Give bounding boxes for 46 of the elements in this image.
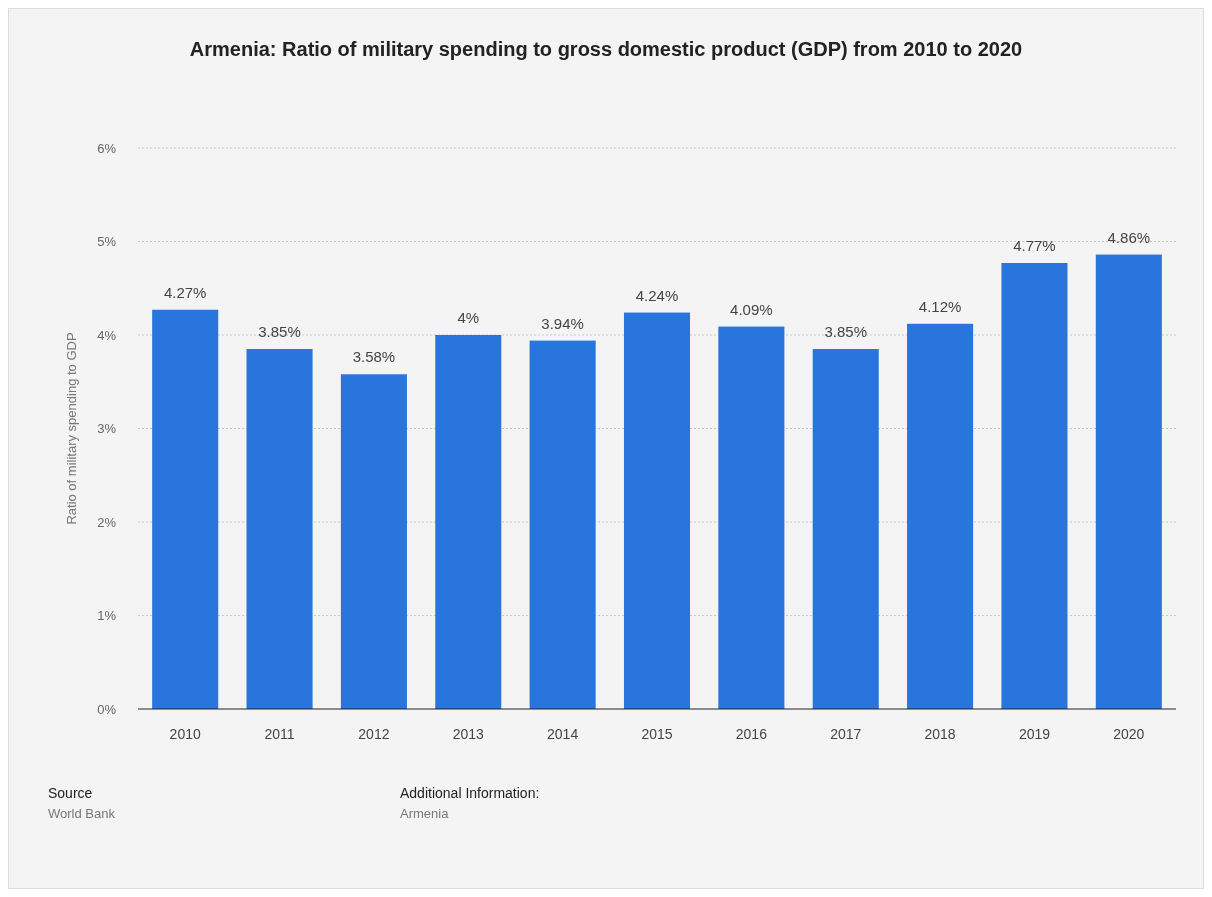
data-label: 4.86% bbox=[1107, 228, 1151, 246]
x-tick-label: 2017 bbox=[830, 726, 862, 742]
y-tick-label: 5% bbox=[97, 234, 117, 250]
bar bbox=[529, 340, 596, 709]
x-tick-label: 2012 bbox=[358, 726, 390, 742]
data-label: 3.85% bbox=[824, 323, 867, 341]
bar bbox=[812, 349, 879, 709]
bar bbox=[1095, 254, 1162, 709]
bar bbox=[435, 335, 502, 709]
y-tick-label: 6% bbox=[97, 140, 117, 156]
data-label: 4.24% bbox=[635, 286, 679, 304]
bar bbox=[718, 326, 785, 709]
x-tick-label: 2020 bbox=[1113, 726, 1145, 742]
data-label: 3.94% bbox=[541, 314, 584, 332]
y-tick-label: 4% bbox=[97, 327, 117, 343]
x-tick-label: 2014 bbox=[547, 726, 579, 742]
chart-title: Armenia: Ratio of military spending to gross domestic product (GDP) from 2010 to 2020 bbox=[189, 38, 1023, 60]
x-tick-label: 2015 bbox=[641, 726, 673, 742]
bar bbox=[907, 323, 974, 709]
bar bbox=[340, 374, 407, 709]
y-tick-label: 1% bbox=[97, 608, 117, 624]
data-label: 4.27% bbox=[163, 283, 207, 301]
data-label: 4.12% bbox=[918, 297, 962, 315]
text: Armenia bbox=[400, 806, 450, 821]
data-label: 4.77% bbox=[1013, 237, 1056, 255]
data-label: 3.58% bbox=[352, 348, 396, 366]
bar bbox=[623, 312, 691, 709]
y-tick-label: 3% bbox=[97, 421, 117, 437]
bar bbox=[152, 309, 219, 709]
text: Source bbox=[48, 785, 93, 801]
text: World Bank bbox=[48, 806, 116, 821]
x-tick-label: 2016 bbox=[735, 726, 768, 742]
bar bbox=[246, 349, 313, 709]
data-label: 4% bbox=[457, 309, 480, 326]
y-tick-label: 0% bbox=[97, 701, 117, 717]
data-label: 3.85% bbox=[258, 323, 301, 341]
x-tick-label: 2010 bbox=[169, 726, 201, 742]
bar bbox=[1001, 263, 1068, 709]
y-tick-label: 2% bbox=[97, 514, 117, 530]
data-label: 4.09% bbox=[730, 300, 773, 318]
text: Additional Information: bbox=[400, 785, 540, 801]
x-tick-label: 2013 bbox=[452, 726, 485, 742]
x-tick-label: 2019 bbox=[1018, 726, 1051, 742]
y-axis-title: Ratio of military spending to GDP bbox=[64, 332, 79, 525]
x-tick-label: 2018 bbox=[924, 726, 956, 742]
x-tick-label: 2011 bbox=[264, 726, 295, 742]
